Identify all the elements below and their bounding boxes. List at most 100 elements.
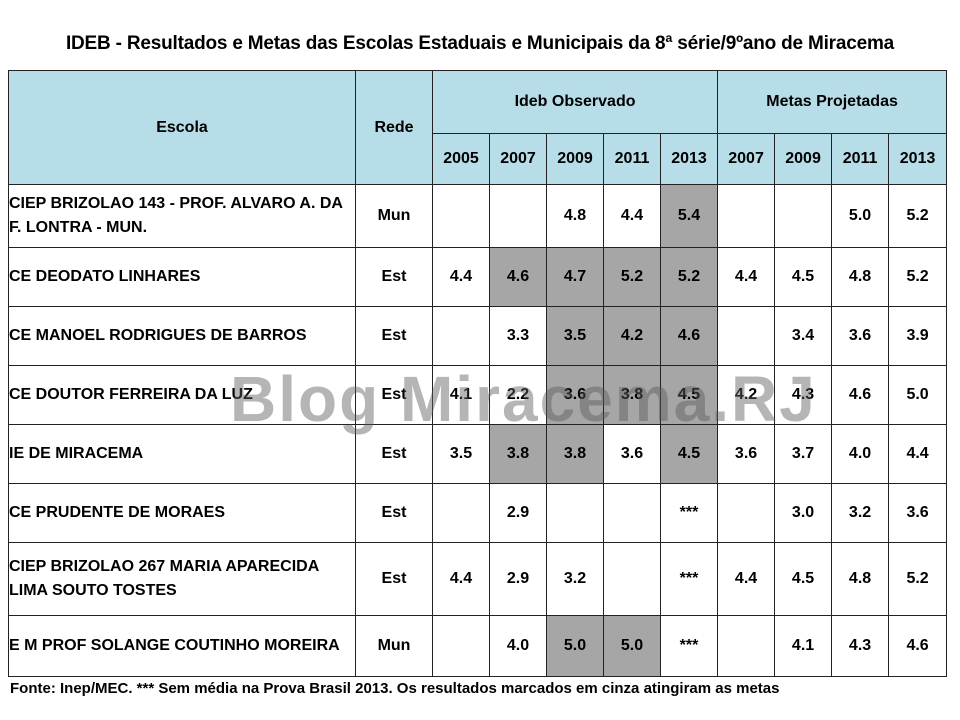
meta-projetada-cell: 4.0	[831, 424, 890, 484]
header-obs-year: 2005	[432, 133, 490, 185]
page-title: IDEB - Resultados e Metas das Escolas Es…	[65, 33, 895, 54]
meta-projetada-cell: 4.6	[888, 615, 948, 677]
table-row: CE PRUDENTE DE MORAES Est 2.9 *** 3.0 3.2 3.6	[8, 483, 948, 543]
header-meta-year: 2011	[831, 133, 890, 185]
ideb-observado-cell: 5.2	[603, 247, 661, 307]
school-name-cell: CE MANOEL RODRIGUES DE BARROS	[8, 306, 356, 366]
meta-projetada-cell: 4.8	[831, 542, 890, 616]
meta-projetada-cell: 4.8	[831, 247, 890, 307]
table-row: CIEP BRIZOLAO 143 - PROF. ALVARO A. DA F…	[8, 184, 948, 248]
ideb-observado-cell: 4.5	[659, 365, 719, 425]
ideb-observado-cell: 4.1	[432, 365, 490, 425]
header-obs-year: 2011	[603, 133, 661, 185]
meta-projetada-cell: 3.0	[774, 483, 833, 543]
ideb-observado-cell: 4.6	[659, 306, 719, 366]
meta-projetada-cell: 3.6	[717, 424, 776, 484]
ideb-observado-cell	[432, 184, 490, 248]
meta-projetada-cell: 3.2	[831, 483, 890, 543]
ideb-observado-cell: 3.5	[546, 306, 604, 366]
meta-projetada-cell	[717, 483, 776, 543]
ideb-observado-cell	[432, 483, 490, 543]
ideb-observado-cell	[546, 483, 604, 543]
header-meta-year: 2007	[717, 133, 776, 185]
meta-projetada-cell: 4.1	[774, 615, 833, 677]
ideb-observado-cell: 3.8	[546, 424, 604, 484]
rede-cell: Est	[355, 483, 433, 543]
meta-projetada-cell: 3.9	[888, 306, 948, 366]
ideb-observado-cell: 4.2	[603, 306, 661, 366]
ideb-observado-cell: 5.0	[603, 615, 661, 677]
ideb-observado-cell: 4.4	[432, 247, 490, 307]
school-name-cell: IE DE MIRACEMA	[8, 424, 356, 484]
ideb-observado-cell: 4.5	[659, 424, 719, 484]
ideb-observado-cell: 3.2	[546, 542, 604, 616]
rede-cell: Est	[355, 247, 433, 307]
ideb-observado-cell: 4.7	[546, 247, 604, 307]
table-row: IE DE MIRACEMA Est 3.5 3.8 3.8 3.6 4.5 3.6 3.7 4.…	[8, 424, 948, 484]
table-row: E M PROF SOLANGE COUTINHO MOREIRA Mun 4.0 5…	[8, 615, 948, 677]
rede-cell: Est	[355, 306, 433, 366]
header-escola: Escola	[8, 70, 356, 185]
meta-projetada-cell: 3.7	[774, 424, 833, 484]
ideb-observado-cell: 5.0	[546, 615, 604, 677]
ideb-observado-cell: 4.0	[489, 615, 547, 677]
header-ideb-observado: Ideb Observado	[431, 70, 719, 134]
school-name-cell: CE DEODATO LINHARES	[8, 247, 356, 307]
rede-cell: Est	[355, 365, 433, 425]
meta-projetada-cell: 4.4	[888, 424, 948, 484]
ideb-observado-cell: 3.6	[546, 365, 604, 425]
meta-projetada-cell: 4.2	[717, 365, 776, 425]
rede-cell: Est	[355, 542, 433, 616]
header-metas-projetadas: Metas Projetadas	[717, 70, 948, 134]
meta-projetada-cell: 4.3	[831, 615, 890, 677]
meta-projetada-cell: 5.0	[831, 184, 890, 248]
ideb-observado-cell: 5.2	[659, 247, 719, 307]
meta-projetada-cell: 3.6	[831, 306, 890, 366]
meta-projetada-cell: 4.6	[831, 365, 890, 425]
meta-projetada-cell: 5.2	[888, 184, 948, 248]
header-obs-year: 2007	[489, 133, 547, 185]
source-footnote: Fonte: Inep/MEC. *** Sem média na Prova …	[10, 680, 780, 697]
header-meta-year: 2013	[888, 133, 948, 185]
meta-projetada-cell: 4.3	[774, 365, 833, 425]
ideb-observado-cell	[432, 615, 490, 677]
meta-projetada-cell	[717, 306, 776, 366]
table-row: CE DOUTOR FERREIRA DA LUZ Est 4.1 2.2 3.6 3.8…	[8, 365, 948, 425]
meta-projetada-cell: 5.2	[888, 542, 948, 616]
ideb-observado-cell: 3.3	[489, 306, 547, 366]
meta-projetada-cell: 5.0	[888, 365, 948, 425]
rede-cell: Mun	[355, 184, 433, 248]
meta-projetada-cell: 5.2	[888, 247, 948, 307]
ideb-observado-cell	[432, 306, 490, 366]
meta-projetada-cell	[717, 615, 776, 677]
table-row: CE MANOEL RODRIGUES DE BARROS Est 3.3 3.5 4.…	[8, 306, 948, 366]
ideb-observado-cell: 4.6	[489, 247, 547, 307]
ideb-observado-cell: ***	[659, 615, 719, 677]
school-name-cell: CE DOUTOR FERREIRA DA LUZ	[8, 365, 356, 425]
ideb-observado-cell	[489, 184, 547, 248]
meta-projetada-cell: 3.4	[774, 306, 833, 366]
ideb-observado-cell: ***	[659, 483, 719, 543]
school-name-cell: E M PROF SOLANGE COUTINHO MOREIRA	[8, 615, 356, 677]
ideb-observado-cell: 3.5	[432, 424, 490, 484]
meta-projetada-cell: 4.5	[774, 247, 833, 307]
ideb-observado-cell	[603, 483, 661, 543]
header-rede: Rede	[355, 70, 433, 185]
ideb-table: Escola Rede Ideb Observado Metas Projeta…	[8, 70, 948, 677]
meta-projetada-cell: 3.6	[888, 483, 948, 543]
ideb-observado-cell: ***	[659, 542, 719, 616]
table-row: CE DEODATO LINHARES Est 4.4 4.6 4.7 5.2 5.2 4.4…	[8, 247, 948, 307]
rede-cell: Mun	[355, 615, 433, 677]
school-name-cell: CIEP BRIZOLAO 267 MARIA APARECIDA LIMA S…	[8, 542, 356, 616]
ideb-observado-cell: 2.2	[489, 365, 547, 425]
meta-projetada-cell	[774, 184, 833, 248]
header-obs-year: 2013	[659, 133, 719, 185]
ideb-observado-cell: 3.8	[489, 424, 547, 484]
meta-projetada-cell: 4.5	[774, 542, 833, 616]
ideb-observado-cell: 4.4	[603, 184, 661, 248]
ideb-observado-cell	[603, 542, 661, 616]
header-obs-year: 2009	[546, 133, 604, 185]
school-name-cell: CIEP BRIZOLAO 143 - PROF. ALVARO A. DA F…	[8, 184, 356, 248]
school-name-cell: CE PRUDENTE DE MORAES	[8, 483, 356, 543]
meta-projetada-cell: 4.4	[717, 542, 776, 616]
